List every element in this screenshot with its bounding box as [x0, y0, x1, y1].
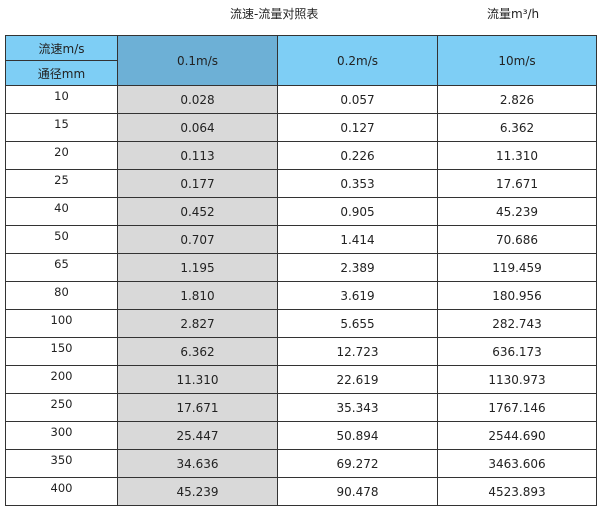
- flow-cell: 0.226: [277, 141, 438, 170]
- column-header-0.1: 0.1m/s: [117, 35, 278, 86]
- diameter-cell: 20: [5, 141, 118, 170]
- flow-cell: 1767.146: [437, 393, 597, 422]
- diameter-header: 通径mm: [5, 60, 118, 86]
- flow-cell: 4523.893: [437, 477, 597, 506]
- flow-cell: 119.459: [437, 253, 597, 282]
- diameter-cell: 400: [5, 477, 118, 506]
- flow-cell: 0.905: [277, 197, 438, 226]
- table-row: 300 25.447 50.894 2544.690: [5, 421, 597, 450]
- flow-cell: 1.414: [277, 225, 438, 254]
- flow-cell: 45.239: [437, 197, 597, 226]
- diameter-cell: 40: [5, 197, 118, 226]
- table-row: 15 0.064 0.127 6.362: [5, 113, 597, 142]
- table-row: 150 6.362 12.723 636.173: [5, 337, 597, 366]
- diameter-cell: 150: [5, 337, 118, 366]
- column-header-10: 10m/s: [437, 35, 597, 86]
- flow-cell: 282.743: [437, 309, 597, 338]
- flow-cell: 1.195: [117, 253, 278, 282]
- flow-cell: 35.343: [277, 393, 438, 422]
- flow-cell: 6.362: [117, 337, 278, 366]
- flow-cell: 2544.690: [437, 421, 597, 450]
- flow-cell: 0.177: [117, 169, 278, 198]
- flow-cell: 90.478: [277, 477, 438, 506]
- table-row: 400 45.239 90.478 4523.893: [5, 477, 597, 506]
- flow-cell: 11.310: [117, 365, 278, 394]
- table-row: 200 11.310 22.619 1130.973: [5, 365, 597, 394]
- flow-rate-table: 流速m/s 0.1m/s 0.2m/s 10m/s 通径mm 10 0.028 0.…: [5, 35, 597, 506]
- flow-cell: 25.447: [117, 421, 278, 450]
- diameter-cell: 50: [5, 225, 118, 254]
- diameter-cell: 100: [5, 309, 118, 338]
- table-title: 流速-流量对照表: [230, 7, 319, 21]
- flow-cell: 636.173: [437, 337, 597, 366]
- diameter-cell: 25: [5, 169, 118, 198]
- table-row: 25 0.177 0.353 17.671: [5, 169, 597, 198]
- table-row: 10 0.028 0.057 2.826: [5, 85, 597, 114]
- diameter-cell: 15: [5, 113, 118, 142]
- diameter-cell: 300: [5, 421, 118, 450]
- flow-cell: 0.452: [117, 197, 278, 226]
- flow-cell: 0.113: [117, 141, 278, 170]
- flow-cell: 1.810: [117, 281, 278, 310]
- velocity-header: 流速m/s: [5, 35, 118, 61]
- table-row: 20 0.113 0.226 11.310: [5, 141, 597, 170]
- table-row: 350 34.636 69.272 3463.606: [5, 449, 597, 478]
- table-row: 50 0.707 1.414 70.686: [5, 225, 597, 254]
- column-header-0.2: 0.2m/s: [277, 35, 438, 86]
- table-row: 80 1.810 3.619 180.956: [5, 281, 597, 310]
- flow-cell: 17.671: [437, 169, 597, 198]
- flow-cell: 45.239: [117, 477, 278, 506]
- flow-cell: 0.127: [277, 113, 438, 142]
- flow-cell: 69.272: [277, 449, 438, 478]
- flow-cell: 5.655: [277, 309, 438, 338]
- diameter-cell: 350: [5, 449, 118, 478]
- flow-cell: 2.389: [277, 253, 438, 282]
- flow-cell: 34.636: [117, 449, 278, 478]
- unit-label: 流量m³/h: [487, 7, 540, 21]
- diameter-cell: 250: [5, 393, 118, 422]
- flow-cell: 22.619: [277, 365, 438, 394]
- table-row: 100 2.827 5.655 282.743: [5, 309, 597, 338]
- table-row: 40 0.452 0.905 45.239: [5, 197, 597, 226]
- flow-cell: 50.894: [277, 421, 438, 450]
- flow-cell: 2.827: [117, 309, 278, 338]
- flow-cell: 0.707: [117, 225, 278, 254]
- table-row: 250 17.671 35.343 1767.146: [5, 393, 597, 422]
- diameter-cell: 10: [5, 85, 118, 114]
- diameter-cell: 80: [5, 281, 118, 310]
- flow-cell: 0.057: [277, 85, 438, 114]
- flow-cell: 0.064: [117, 113, 278, 142]
- flow-cell: 0.028: [117, 85, 278, 114]
- flow-cell: 2.826: [437, 85, 597, 114]
- flow-cell: 3.619: [277, 281, 438, 310]
- diameter-cell: 200: [5, 365, 118, 394]
- flow-cell: 12.723: [277, 337, 438, 366]
- table-row: 65 1.195 2.389 119.459: [5, 253, 597, 282]
- flow-cell: 17.671: [117, 393, 278, 422]
- flow-cell: 1130.973: [437, 365, 597, 394]
- flow-cell: 6.362: [437, 113, 597, 142]
- flow-cell: 0.353: [277, 169, 438, 198]
- flow-cell: 3463.606: [437, 449, 597, 478]
- flow-cell: 180.956: [437, 281, 597, 310]
- flow-cell: 11.310: [437, 141, 597, 170]
- flow-cell: 70.686: [437, 225, 597, 254]
- diameter-cell: 65: [5, 253, 118, 282]
